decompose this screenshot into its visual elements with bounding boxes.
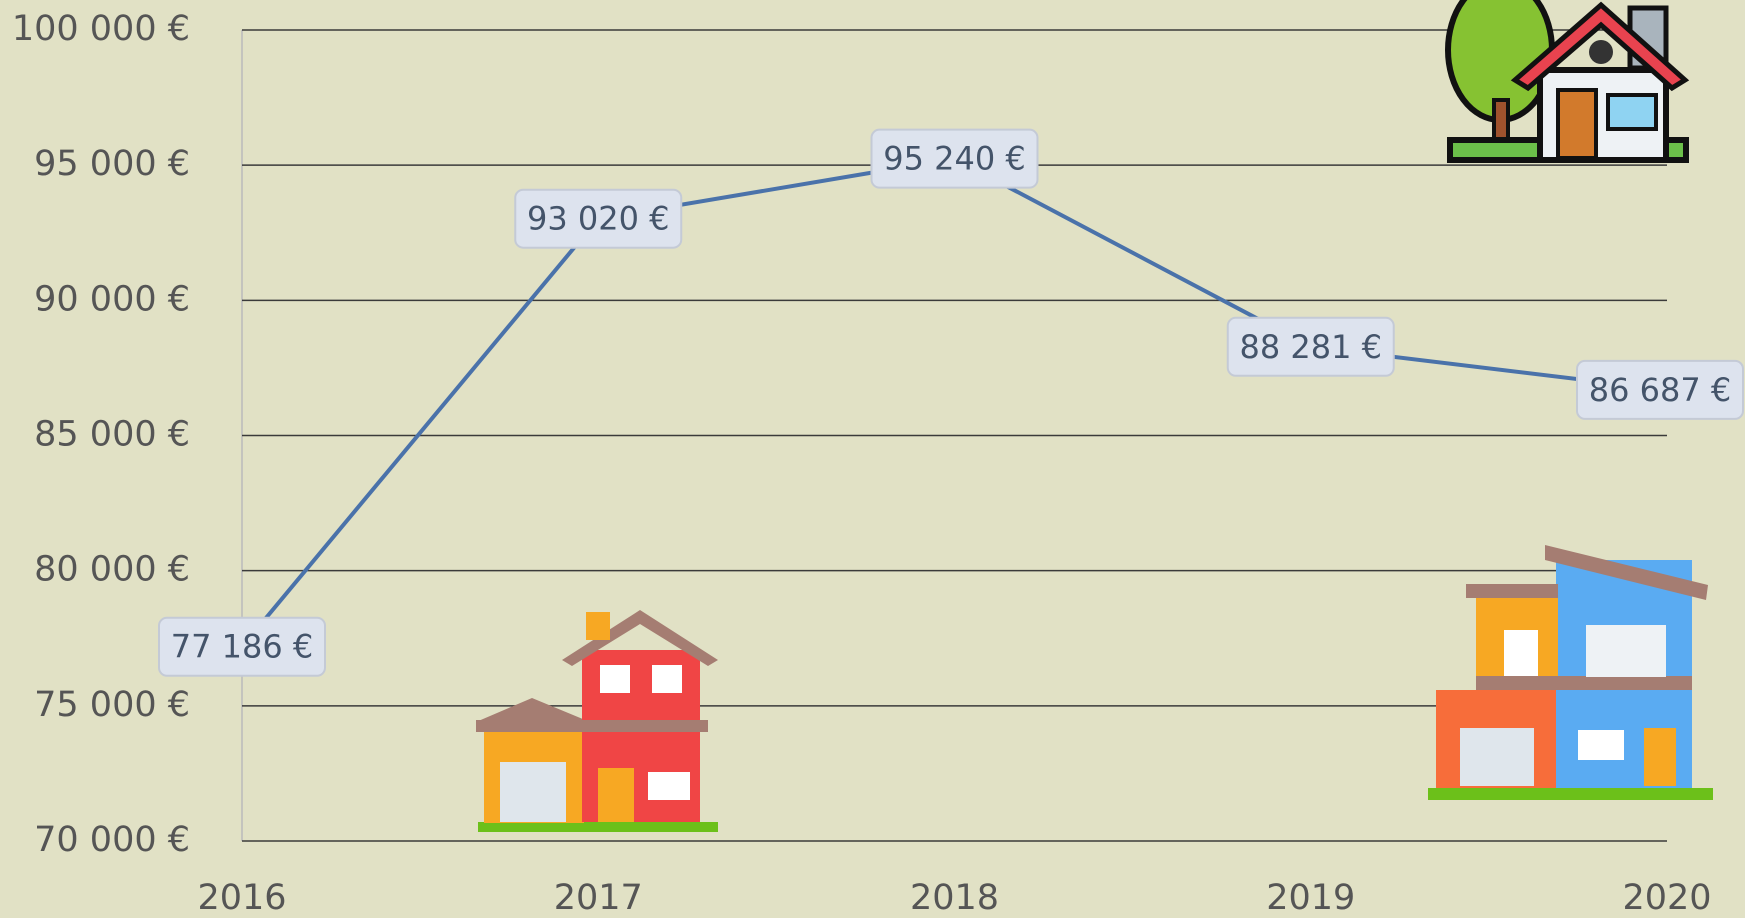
x-tick-label: 2020 [1622, 878, 1711, 918]
x-tick-label: 2016 [197, 878, 286, 918]
house-icon [1445, 0, 1690, 163]
x-tick-label: 2019 [1266, 878, 1355, 918]
x-tick-label: 2018 [910, 878, 999, 918]
house-icon [1428, 545, 1713, 800]
data-label-box [158, 616, 326, 677]
data-label: 88 281 € [1240, 328, 1383, 366]
data-label: 86 687 € [1589, 371, 1732, 409]
data-label-box [1576, 359, 1744, 420]
data-label-box [1226, 316, 1395, 377]
y-tick-label: 75 000 € [34, 685, 190, 725]
y-tick-label: 70 000 € [34, 820, 190, 860]
y-tick-label: 80 000 € [34, 550, 190, 590]
y-tick-label: 90 000 € [34, 279, 190, 319]
data-label-box [514, 188, 683, 249]
data-label: 77 186 € [171, 628, 314, 666]
data-label-box [870, 128, 1039, 189]
x-tick-label: 2017 [554, 878, 643, 918]
y-tick-label: 85 000 € [34, 415, 190, 455]
data-label: 95 240 € [883, 140, 1026, 178]
house-icons [476, 0, 1713, 832]
house-icon [476, 610, 718, 832]
y-tick-label: 95 000 € [34, 144, 190, 184]
data-label: 93 020 € [527, 200, 670, 238]
y-tick-label: 100 000 € [12, 9, 190, 49]
